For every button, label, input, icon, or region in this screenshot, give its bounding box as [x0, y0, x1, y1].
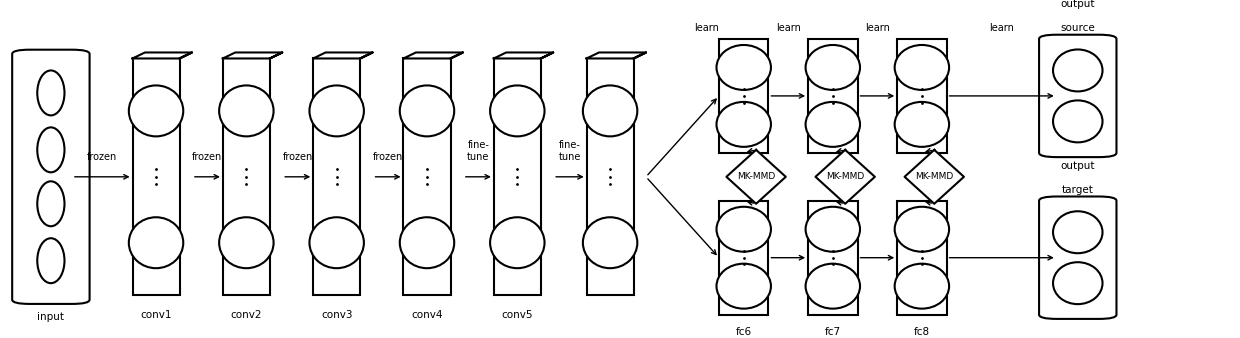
- Polygon shape: [314, 52, 372, 58]
- Bar: [897, 39, 946, 153]
- Ellipse shape: [129, 217, 184, 268]
- Ellipse shape: [37, 238, 64, 283]
- Text: frozen: frozen: [192, 152, 222, 162]
- Text: learn: learn: [776, 23, 801, 33]
- FancyBboxPatch shape: [1039, 35, 1116, 157]
- Text: conv5: conv5: [501, 310, 533, 320]
- FancyBboxPatch shape: [12, 50, 89, 304]
- Ellipse shape: [129, 86, 184, 136]
- Text: frozen: frozen: [373, 152, 403, 162]
- Ellipse shape: [717, 102, 771, 147]
- Polygon shape: [223, 52, 283, 58]
- Ellipse shape: [583, 217, 637, 268]
- Text: learn: learn: [694, 23, 719, 33]
- Ellipse shape: [37, 181, 64, 226]
- Text: fc7: fc7: [825, 327, 841, 337]
- Bar: [719, 39, 769, 153]
- Ellipse shape: [1053, 262, 1102, 304]
- Ellipse shape: [1053, 211, 1102, 253]
- Polygon shape: [133, 52, 192, 58]
- Text: fc6: fc6: [735, 327, 751, 337]
- Text: MK-MMD: MK-MMD: [737, 172, 775, 181]
- Text: frozen: frozen: [87, 152, 118, 162]
- Ellipse shape: [806, 207, 861, 252]
- FancyBboxPatch shape: [1039, 196, 1116, 319]
- Text: output: output: [1060, 161, 1095, 171]
- Ellipse shape: [806, 264, 861, 309]
- Bar: [223, 58, 270, 295]
- Polygon shape: [270, 52, 283, 58]
- Ellipse shape: [583, 86, 637, 136]
- Text: input: input: [37, 312, 64, 322]
- Text: MK-MMD: MK-MMD: [826, 172, 864, 181]
- Text: conv1: conv1: [140, 310, 172, 320]
- Text: frozen: frozen: [283, 152, 312, 162]
- Polygon shape: [450, 52, 463, 58]
- Polygon shape: [634, 52, 646, 58]
- Bar: [494, 58, 541, 295]
- Ellipse shape: [895, 45, 949, 90]
- Ellipse shape: [310, 86, 363, 136]
- Ellipse shape: [895, 102, 949, 147]
- Ellipse shape: [219, 217, 274, 268]
- Polygon shape: [180, 52, 192, 58]
- Ellipse shape: [490, 217, 544, 268]
- Text: source: source: [1060, 23, 1095, 33]
- Bar: [719, 201, 769, 315]
- Ellipse shape: [399, 217, 454, 268]
- Bar: [314, 58, 360, 295]
- Ellipse shape: [37, 70, 64, 115]
- Polygon shape: [904, 150, 963, 204]
- Text: output: output: [1060, 0, 1095, 9]
- Ellipse shape: [895, 264, 949, 309]
- Ellipse shape: [806, 102, 861, 147]
- Polygon shape: [494, 52, 553, 58]
- Text: fine-
tune: fine- tune: [467, 140, 490, 162]
- Bar: [133, 58, 180, 295]
- Polygon shape: [816, 150, 875, 204]
- Bar: [808, 39, 858, 153]
- Text: MK-MMD: MK-MMD: [915, 172, 954, 181]
- Text: learn: learn: [990, 23, 1014, 33]
- Text: fine-
tune: fine- tune: [559, 140, 582, 162]
- Polygon shape: [360, 52, 372, 58]
- Bar: [587, 58, 634, 295]
- Ellipse shape: [717, 45, 771, 90]
- Ellipse shape: [490, 86, 544, 136]
- Text: conv3: conv3: [321, 310, 352, 320]
- Ellipse shape: [310, 217, 363, 268]
- Ellipse shape: [717, 264, 771, 309]
- Polygon shape: [541, 52, 553, 58]
- Text: conv4: conv4: [412, 310, 443, 320]
- Polygon shape: [727, 150, 786, 204]
- Ellipse shape: [806, 45, 861, 90]
- Ellipse shape: [219, 86, 274, 136]
- Ellipse shape: [399, 86, 454, 136]
- Text: learn: learn: [866, 23, 890, 33]
- Bar: [808, 201, 858, 315]
- Text: target: target: [1061, 185, 1094, 195]
- Bar: [403, 58, 450, 295]
- Polygon shape: [403, 52, 463, 58]
- Polygon shape: [587, 52, 646, 58]
- Ellipse shape: [37, 127, 64, 172]
- Text: conv2: conv2: [231, 310, 262, 320]
- Bar: [897, 201, 946, 315]
- Ellipse shape: [1053, 49, 1102, 91]
- Ellipse shape: [895, 207, 949, 252]
- Ellipse shape: [1053, 100, 1102, 142]
- Ellipse shape: [717, 207, 771, 252]
- Text: fc8: fc8: [914, 327, 930, 337]
